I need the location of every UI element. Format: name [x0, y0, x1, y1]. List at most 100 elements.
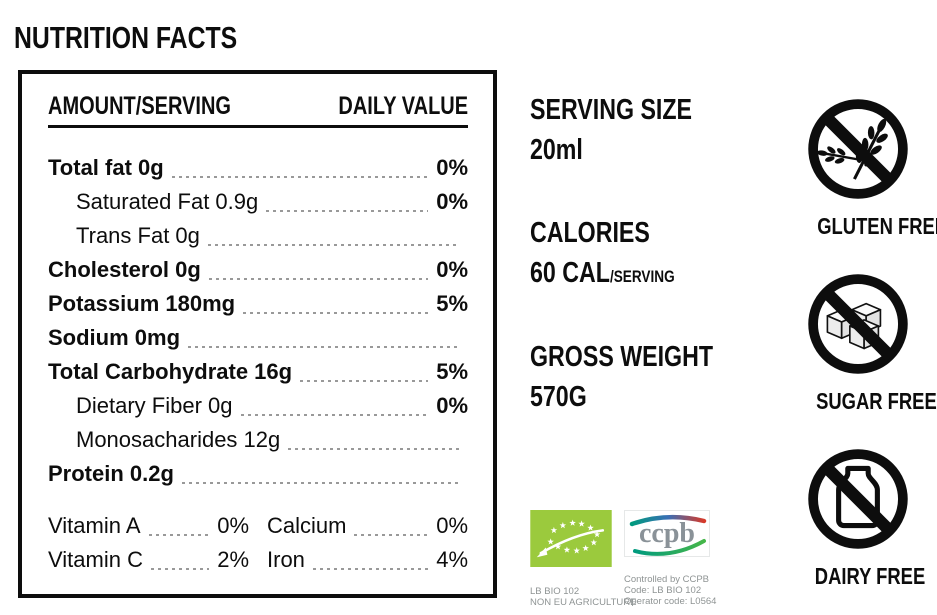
eu-certification-text: LB BIO 102 NON EU AGRICULTURE [530, 586, 637, 608]
eu-bio-code: LB BIO 102 [530, 586, 580, 597]
gross-weight-group: GROSS WEIGHT 570G [530, 337, 759, 417]
nutrient-value: 0% [436, 257, 468, 282]
sugar-free-label: SUGAR FREE [816, 388, 937, 414]
dairy-free-badge: DAIRY FREE [801, 448, 925, 588]
nutrient-label: Cholesterol 0g [48, 257, 201, 282]
ccpb-logo: ccpb [624, 510, 710, 557]
nutrient-value: 0% [436, 155, 468, 180]
nutrient-label: Calcium [267, 513, 347, 538]
calories-group: CALORIES 60 CAL/SERVING [530, 213, 711, 297]
ccpb-controlled-by: Controlled by CCPB [624, 574, 710, 585]
row-vitamin-c: Vitamin C 2% [48, 544, 249, 578]
eu-agriculture-origin: NON EU AGRICULTURE [530, 597, 637, 608]
gross-weight-value: 570G [530, 381, 587, 413]
calories-per-serving: /SERVING [609, 267, 675, 286]
page-title: NUTRITION FACTS [14, 22, 293, 54]
dotted-leader [266, 210, 429, 212]
dotted-leader [181, 482, 460, 484]
column-header-amount: AMOUNT/SERVING [48, 92, 231, 120]
row-dietary-fiber: Dietary Fiber 0g 0% [48, 390, 468, 424]
ccpb-wordmark: ccpb [639, 517, 695, 549]
dotted-leader [312, 568, 429, 570]
dotted-leader [150, 568, 210, 570]
row-trans-fat: Trans Fat 0g [48, 220, 468, 254]
page-title-text: NUTRITION FACTS [14, 20, 238, 55]
row-vitamin-a: Vitamin A 0% [48, 510, 249, 544]
nutrient-value: 0% [217, 513, 249, 538]
nutrient-value: 4% [436, 547, 468, 572]
nutrient-label: Total Carbohydrate 16g [48, 359, 293, 384]
nutrient-label: Dietary Fiber 0g [76, 393, 233, 418]
nutrient-label: Vitamin A [48, 513, 141, 538]
gross-weight-label: GROSS WEIGHT [530, 341, 714, 373]
dotted-leader [148, 534, 210, 536]
serving-size-group: SERVING SIZE 20ml [530, 90, 733, 170]
ccpb-swoosh-icon [629, 514, 707, 556]
nutrient-label: Potassium 180mg [48, 291, 236, 316]
row-iron: Iron 4% [267, 544, 468, 578]
dotted-leader [243, 312, 429, 314]
nutrient-label: Trans Fat 0g [76, 223, 200, 248]
nutrient-label: Sodium 0mg [48, 325, 181, 350]
nutrition-facts-panel: AMOUNT/SERVING DAILY VALUE Total fat 0g … [18, 70, 497, 598]
nutrient-label: Total fat 0g [48, 155, 164, 180]
nutrient-label: Vitamin C [48, 547, 143, 572]
nutrient-label: Monosacharides 12g [76, 427, 281, 452]
dotted-leader [288, 448, 460, 450]
dotted-leader [207, 244, 460, 246]
calories-label: CALORIES [530, 217, 650, 249]
calories-amount: 60 CAL [530, 257, 610, 289]
column-header-daily-value: DAILY VALUE [338, 92, 468, 120]
row-saturated-fat: Saturated Fat 0.9g 0% [48, 186, 468, 220]
certifications: LB BIO 102 NON EU AGRICULTURE [530, 510, 760, 610]
dotted-leader [188, 346, 460, 348]
gluten-free-icon [808, 99, 908, 199]
dotted-leader [240, 414, 429, 416]
dairy-free-icon [808, 449, 908, 549]
sugar-free-badge: SUGAR FREE [801, 273, 937, 413]
row-calcium: Calcium 0% [267, 510, 468, 544]
nutrient-label: Protein 0.2g [48, 461, 174, 486]
row-total-fat: Total fat 0g 0% [48, 152, 468, 186]
row-potassium: Potassium 180mg 5% [48, 288, 468, 322]
nutrient-value: 5% [436, 291, 468, 316]
badge-label: DAIRY FREE [801, 564, 925, 588]
micronutrient-rows: Vitamin A 0% Calcium 0% Vitamin C 2% Ir [48, 510, 468, 578]
serving-size-value: 20ml [530, 134, 583, 166]
eu-organic-leaf-icon [530, 510, 612, 567]
gluten-free-badge: GLUTEN FREE [801, 98, 937, 238]
calories-value: 60 CAL/SERVING [530, 253, 675, 297]
table-header: AMOUNT/SERVING DAILY VALUE [48, 92, 468, 128]
dotted-leader [208, 278, 429, 280]
micro-row: Vitamin C 2% Iron 4% [48, 544, 468, 578]
row-monosacharides: Monosacharides 12g [48, 424, 468, 458]
serving-size-label: SERVING SIZE [530, 94, 693, 126]
badge-label: GLUTEN FREE [801, 214, 937, 238]
nutrient-label: Saturated Fat 0.9g [76, 189, 259, 214]
ccpb-certification: ccpb Controlled by CCPB Code: LB BIO 102… [624, 510, 720, 607]
dairy-free-label: DAIRY FREE [814, 563, 926, 589]
dotted-leader [171, 176, 429, 178]
nutrient-value: 2% [217, 547, 249, 572]
micro-row: Vitamin A 0% Calcium 0% [48, 510, 468, 544]
nutrient-label: Iron [267, 547, 305, 572]
dotted-leader [354, 534, 429, 536]
row-protein: Protein 0.2g [48, 458, 468, 492]
gluten-free-label: GLUTEN FREE [817, 213, 937, 239]
nutrient-value: 0% [436, 513, 468, 538]
eu-organic-certification: LB BIO 102 NON EU AGRICULTURE [530, 510, 637, 608]
ccpb-certification-text: Controlled by CCPB Code: LB BIO 102 Oper… [624, 574, 720, 607]
row-total-carbohydrate: Total Carbohydrate 16g 5% [48, 356, 468, 390]
sugar-free-icon [808, 274, 908, 374]
row-sodium: Sodium 0mg [48, 322, 468, 356]
ccpb-code: Code: LB BIO 102 [624, 585, 702, 596]
row-cholesterol: Cholesterol 0g 0% [48, 254, 468, 288]
nutrient-value: 0% [436, 393, 468, 418]
nutrient-value: 5% [436, 359, 468, 384]
ccpb-operator-code: Operator code: L0564 [624, 596, 717, 607]
nutrient-value: 0% [436, 189, 468, 214]
badge-label: SUGAR FREE [801, 389, 937, 413]
dotted-leader [300, 380, 429, 382]
nutrient-rows: Total fat 0g 0% Saturated Fat 0.9g 0% Tr… [48, 152, 468, 492]
